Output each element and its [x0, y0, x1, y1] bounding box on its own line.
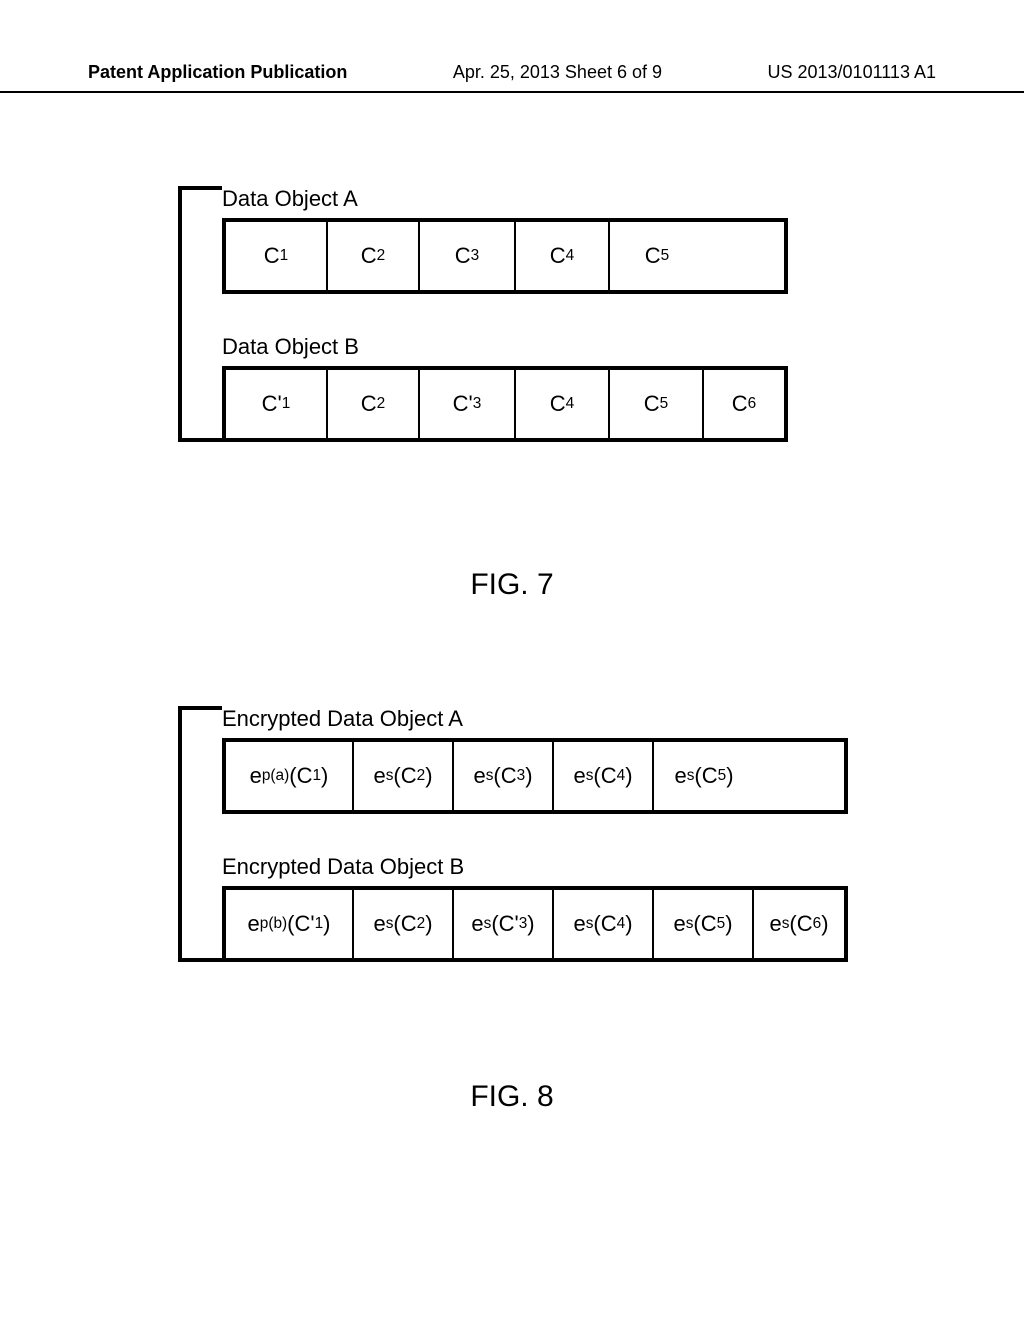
page-header: Patent Application Publication Apr. 25, … [0, 62, 1024, 93]
cell: C5 [610, 222, 704, 290]
cell: es(C5) [654, 890, 754, 958]
figure-7-caption: FIG. 7 [0, 568, 1024, 602]
cell: C5 [610, 370, 704, 438]
object-a-label: Data Object A [222, 186, 788, 212]
object-b-label: Data Object B [222, 334, 788, 360]
cell: C'1 [226, 370, 328, 438]
figure-8-group: Encrypted Data Object A ep(a)(C1)es(C2)e… [178, 706, 848, 962]
figure-8-caption: FIG. 8 [0, 1080, 1024, 1114]
cell: es(C6) [754, 890, 844, 958]
cell: es(C2) [354, 890, 454, 958]
figure-7-group: Data Object A C1C2C3C4C5 Data Object B C… [178, 186, 788, 442]
enc-object-b-label: Encrypted Data Object B [222, 854, 848, 880]
cell: C2 [328, 370, 420, 438]
cell: es(C2) [354, 742, 454, 810]
cell: ep(a)(C1) [226, 742, 354, 810]
object-b-row: C'1C2C'3C4C5C6 [222, 366, 788, 442]
header-left: Patent Application Publication [88, 62, 347, 83]
cell: C1 [226, 222, 328, 290]
cell: C3 [420, 222, 516, 290]
cell: es(C5) [654, 742, 754, 810]
cell: es(C4) [554, 890, 654, 958]
enc-object-a-label: Encrypted Data Object A [222, 706, 848, 732]
cell: C'3 [420, 370, 516, 438]
cell: C4 [516, 370, 610, 438]
cell: C4 [516, 222, 610, 290]
cell: ep(b)(C'1) [226, 890, 354, 958]
enc-object-b-row: ep(b)(C'1)es(C2)es(C'3)es(C4)es(C5)es(C6… [222, 886, 848, 962]
cell: es(C3) [454, 742, 554, 810]
cell: C2 [328, 222, 420, 290]
header-right: US 2013/0101113 A1 [768, 62, 936, 83]
cell: C6 [704, 370, 784, 438]
enc-object-a-row: ep(a)(C1)es(C2)es(C3)es(C4)es(C5) [222, 738, 848, 814]
header-mid: Apr. 25, 2013 Sheet 6 of 9 [453, 62, 662, 83]
object-a-row: C1C2C3C4C5 [222, 218, 788, 294]
cell: es(C'3) [454, 890, 554, 958]
cell: es(C4) [554, 742, 654, 810]
